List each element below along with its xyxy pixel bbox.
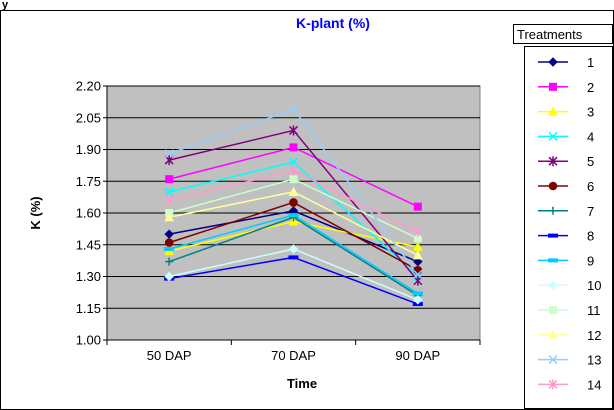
- point-9-0: [164, 246, 175, 251]
- y-tick-label-4: 1.60: [76, 206, 101, 221]
- legend-title: Treatments: [517, 27, 583, 42]
- point-12-1: [288, 186, 299, 196]
- point-10-0: [164, 271, 174, 282]
- legend-label-4: 4: [587, 129, 594, 144]
- y-axis-label: K (%): [28, 196, 43, 229]
- legend-label-5: 5: [587, 154, 594, 169]
- x-tick-label-2: 90 DAP: [395, 348, 440, 363]
- point-6-1: [289, 198, 298, 207]
- legend-marker-4: [548, 131, 558, 141]
- point-13-0: [164, 149, 174, 159]
- point-9-1: [288, 213, 299, 218]
- legend-title-box: [513, 24, 613, 44]
- y-tick-labels: 1.00 1.15 1.30 1.45 1.60 1.75 1.90 2.05 2.20: [76, 79, 107, 348]
- y-tick-label-8: 2.20: [76, 79, 101, 94]
- legend-marker-11: [549, 306, 557, 314]
- legend-label-11: 11: [587, 303, 601, 318]
- point-11-1: [289, 175, 298, 184]
- point-10-2: [413, 295, 423, 305]
- x-tick-labels: 50 DAP 70 DAP 90 DAP: [106, 340, 481, 363]
- legend-label-9: 9: [587, 253, 594, 268]
- point-2-0: [165, 175, 174, 184]
- point-2-2: [413, 202, 422, 211]
- legend-marker-6: [548, 181, 558, 191]
- legend-label-3: 3: [587, 105, 594, 120]
- legend-marker-1: [548, 57, 558, 67]
- point-10-1: [288, 244, 299, 254]
- legend-label-12: 12: [587, 328, 601, 343]
- legend-label-7: 7: [587, 204, 594, 219]
- point-12-2: [413, 250, 423, 260]
- x-tick-label-1: 70 DAP: [271, 348, 316, 363]
- y-tick-label-3: 1.45: [76, 237, 101, 252]
- legend-marker-10: [548, 280, 558, 290]
- point-2-1: [289, 143, 298, 152]
- legend-marker-14: [548, 379, 558, 390]
- legend-marker-3: [548, 106, 558, 116]
- point-4-1: [288, 157, 299, 167]
- point-14-2: [413, 227, 423, 238]
- legend-marker-12: [548, 329, 558, 339]
- point-6-2: [413, 265, 423, 275]
- series-markers: [164, 104, 423, 307]
- point-8-1: [288, 255, 299, 260]
- point-5-1: [288, 125, 299, 136]
- point-1-0: [164, 229, 174, 239]
- legend-marker-7: [549, 206, 557, 215]
- legend-marker-13: [548, 355, 558, 365]
- legend-label-13: 13: [587, 353, 601, 368]
- legend-label-14: 14: [587, 377, 601, 392]
- point-6-0: [164, 238, 174, 247]
- legend-marker-8: [548, 233, 558, 238]
- y-tick-label-2: 1.30: [76, 269, 101, 284]
- x-tick-label-0: 50 DAP: [147, 348, 192, 363]
- legend-label-6: 6: [587, 179, 594, 194]
- y-tick-label-5: 1.75: [76, 174, 101, 189]
- point-9-2: [412, 291, 423, 296]
- y-tick-label-6: 1.90: [76, 142, 101, 157]
- point-1-2: [413, 256, 423, 267]
- legend-marker-9: [548, 258, 558, 263]
- legend-label-8: 8: [587, 229, 594, 244]
- legend-label-10: 10: [587, 278, 601, 293]
- point-12-0: [164, 212, 175, 222]
- legend-label-2: 2: [587, 80, 594, 95]
- point-14-0: [164, 195, 174, 206]
- y-tick-label-7: 2.05: [76, 110, 101, 125]
- point-14-1: [288, 165, 299, 176]
- top-left-text: y: [2, 0, 9, 11]
- y-tick-label-0: 1.00: [76, 333, 101, 348]
- chart-title: K-plant (%): [296, 15, 370, 31]
- legend-marker-2: [549, 82, 557, 91]
- point-13-1: [288, 104, 299, 114]
- legend-marker-5: [548, 156, 558, 167]
- y-tick-label-1: 1.15: [76, 301, 101, 316]
- x-axis-label: Time: [287, 376, 317, 391]
- point-13-2: [413, 269, 423, 279]
- legend-label-1: 1: [587, 55, 594, 70]
- point-4-0: [164, 187, 174, 197]
- point-7-0: [165, 257, 174, 266]
- legend-box: [524, 46, 613, 409]
